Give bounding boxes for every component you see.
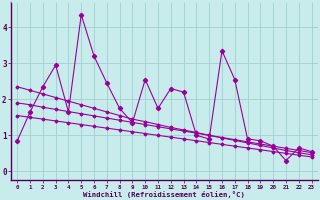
- X-axis label: Windchill (Refroidissement éolien,°C): Windchill (Refroidissement éolien,°C): [84, 191, 245, 198]
